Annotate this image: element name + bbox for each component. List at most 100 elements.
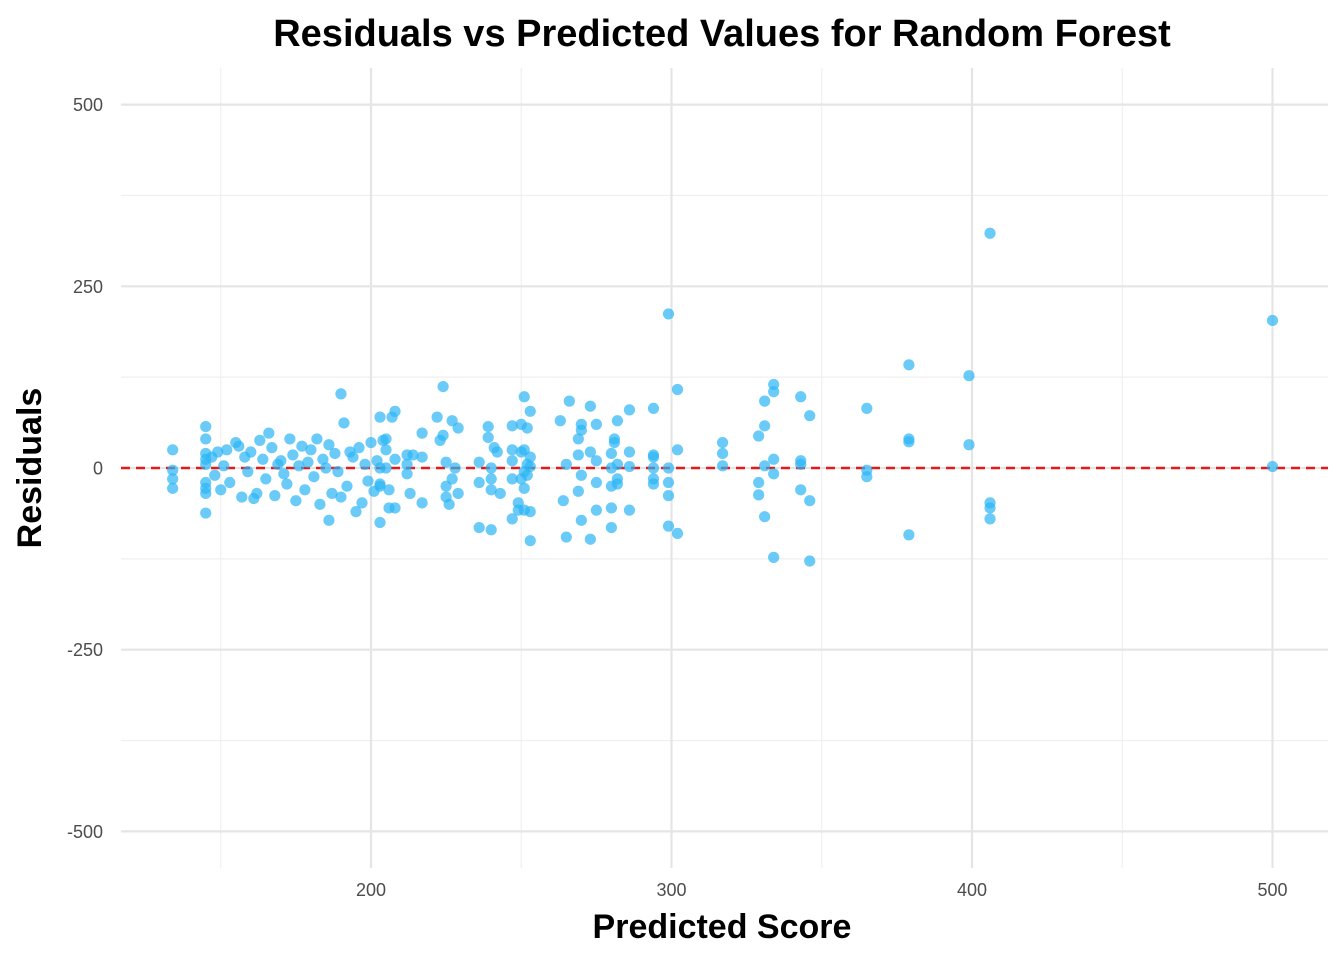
data-point — [605, 521, 618, 534]
data-point — [254, 434, 266, 446]
data-point — [389, 453, 401, 465]
tick-labels: 200 300 400 500 500 250 0 -250 -500 — [67, 95, 1288, 900]
data-point — [611, 415, 624, 427]
data-point — [861, 402, 873, 415]
data-point — [795, 484, 807, 496]
data-point — [804, 495, 816, 507]
data-point — [359, 458, 371, 470]
data-point — [263, 427, 275, 439]
data-point — [167, 482, 179, 494]
x-tick-label: 500 — [1257, 880, 1287, 900]
data-point — [605, 447, 618, 460]
data-point — [380, 433, 392, 445]
data-point — [611, 458, 624, 470]
data-point — [302, 456, 314, 468]
data-point — [984, 227, 996, 239]
data-point — [623, 404, 636, 416]
data-point — [590, 455, 602, 467]
data-point — [452, 487, 464, 500]
data-point — [284, 433, 296, 445]
data-point — [662, 462, 675, 474]
data-point — [389, 405, 401, 417]
data-point — [506, 444, 518, 456]
data-point — [590, 476, 602, 489]
data-point — [449, 462, 461, 474]
data-point — [623, 460, 636, 473]
data-point — [554, 415, 566, 427]
data-point — [804, 555, 816, 567]
data-point — [491, 446, 503, 458]
data-point — [584, 533, 596, 545]
data-point — [416, 497, 428, 509]
data-point — [416, 427, 428, 439]
data-point — [209, 469, 221, 481]
data-point — [795, 458, 807, 470]
data-point — [572, 485, 584, 497]
data-point — [647, 462, 660, 474]
data-point — [671, 444, 684, 456]
data-point — [506, 455, 518, 467]
data-point — [753, 430, 765, 442]
data-point — [524, 535, 536, 547]
data-point — [245, 446, 257, 458]
data-point — [251, 487, 263, 500]
data-point — [266, 442, 278, 454]
x-tick-label: 400 — [957, 880, 987, 900]
y-tick-label: 250 — [73, 277, 103, 297]
data-point — [167, 464, 179, 476]
data-point — [518, 391, 530, 403]
data-point — [518, 482, 530, 494]
data-point — [716, 436, 729, 449]
data-point — [200, 507, 212, 519]
data-point — [215, 484, 227, 496]
data-point — [611, 478, 624, 490]
data-point — [647, 451, 660, 463]
data-point — [804, 410, 816, 422]
data-point — [759, 460, 771, 472]
data-point — [662, 520, 675, 532]
data-point — [575, 469, 587, 481]
data-point — [984, 502, 996, 514]
data-point — [716, 460, 729, 472]
y-tick-label: 0 — [93, 459, 103, 479]
data-point — [452, 422, 464, 434]
data-point — [768, 386, 780, 398]
data-point — [485, 484, 497, 496]
data-point — [903, 359, 915, 371]
data-point — [374, 411, 386, 423]
data-point — [557, 495, 569, 507]
data-point — [753, 476, 765, 489]
data-point — [563, 395, 575, 407]
data-point — [365, 436, 377, 449]
data-point — [506, 473, 518, 485]
data-point — [623, 504, 636, 516]
data-point — [1266, 314, 1279, 327]
data-point — [984, 513, 996, 525]
data-point — [524, 405, 536, 417]
data-point — [167, 444, 179, 456]
data-point — [753, 489, 765, 501]
data-point — [506, 513, 518, 525]
data-point — [347, 451, 359, 463]
x-tick-label: 200 — [356, 880, 386, 900]
data-point — [584, 400, 596, 412]
data-point — [473, 456, 485, 468]
data-point — [560, 458, 572, 470]
data-point — [768, 453, 780, 465]
data-point — [560, 531, 572, 543]
data-point — [236, 491, 248, 503]
data-point — [329, 447, 341, 460]
data-point — [401, 458, 413, 470]
data-point — [485, 462, 497, 474]
data-point — [861, 471, 873, 483]
data-point — [218, 460, 230, 472]
data-point — [494, 487, 506, 500]
data-point — [212, 446, 224, 458]
data-point — [572, 433, 584, 445]
data-point — [590, 418, 602, 430]
data-point — [380, 444, 392, 456]
data-point — [287, 449, 299, 461]
data-point — [341, 480, 353, 492]
